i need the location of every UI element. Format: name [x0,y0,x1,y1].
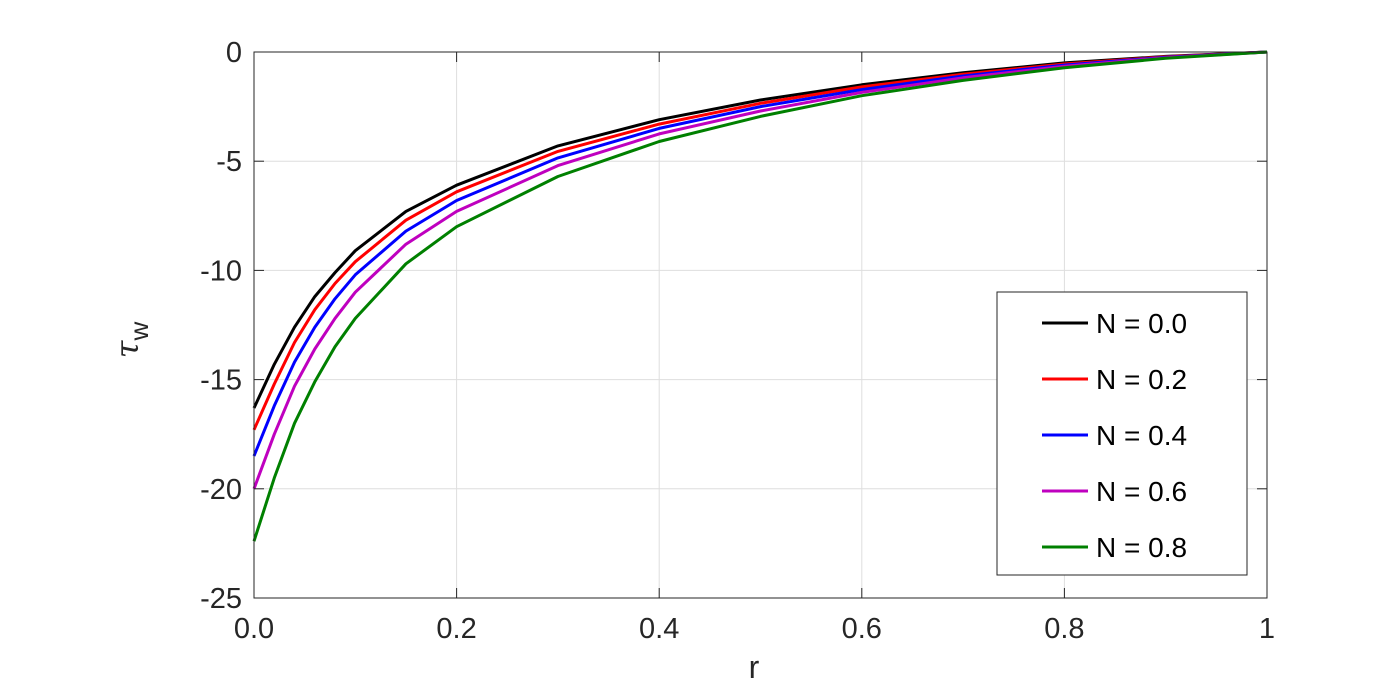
y-tick-label: -25 [200,583,242,615]
series-line [252,50,1268,490]
y-axis-label-symbol: τ [108,339,146,358]
y-tick-labels: 0 -5 -10 -15 -20 -25 [200,37,242,615]
x-tick-labels: 0.0 0.2 0.4 0.6 0.8 1 [234,613,1275,645]
y-tick-label: 0 [226,37,242,69]
ticks [253,51,1268,599]
legend-box [996,291,1248,576]
x-tick-label: 0.8 [1044,613,1084,645]
y-tick-label: -20 [200,474,242,506]
x-tick-label: 1 [1259,613,1275,645]
series-line [252,50,1268,542]
x-axis-label: r [749,649,760,685]
y-tick-label: -5 [216,146,242,178]
legend-label: N = 0.8 [1096,532,1187,563]
x-tick-label: 0.4 [639,613,679,645]
y-axis-label-subscript: w [124,322,154,342]
series-lines [252,50,1268,542]
legend-label: N = 0.0 [1096,308,1187,339]
y-tick-label: -15 [200,365,242,397]
legend-label: N = 0.4 [1096,420,1187,451]
y-tick-label: -10 [200,255,242,287]
legend: N = 0.0 N = 0.2 N = 0.4 N = 0.6 N = 0.8 [996,291,1248,576]
legend-entries: N = 0.0 N = 0.2 N = 0.4 N = 0.6 N = 0.8 [1042,308,1187,563]
plot-frame [253,51,1268,599]
legend-label: N = 0.6 [1096,476,1187,507]
x-tick-label: 0.6 [842,613,882,645]
x-tick-label: 0.2 [436,613,476,645]
x-tick-label: 0.0 [234,613,274,645]
legend-label: N = 0.2 [1096,364,1187,395]
y-axis-label: τw [108,322,154,359]
